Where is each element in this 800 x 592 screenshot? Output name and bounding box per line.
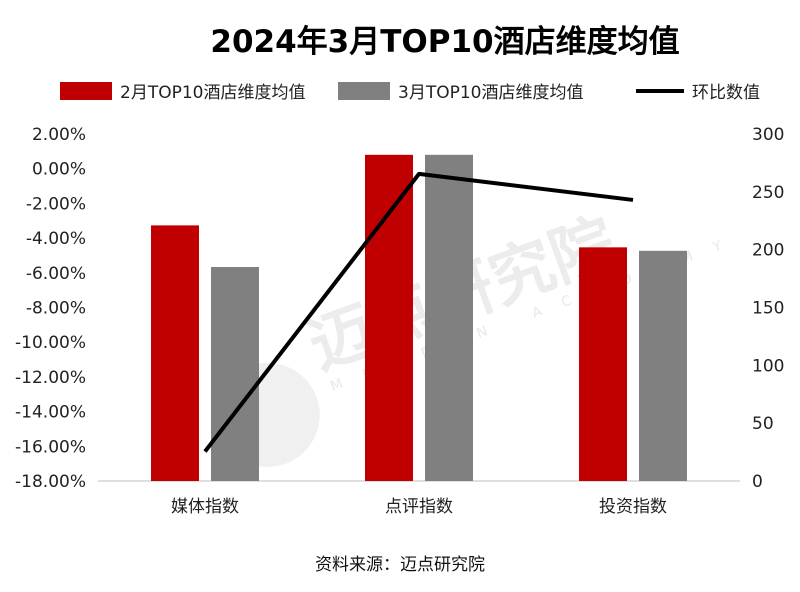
bar-mar: [639, 250, 687, 481]
y-left-tick-label: -10.00%: [15, 333, 86, 353]
chart-title: 2024年3月TOP10酒店维度均值: [210, 24, 679, 60]
y-left-tick-label: -8.00%: [26, 299, 86, 319]
legend: 2月TOP10酒店维度均值 3月TOP10酒店维度均值 环比数值: [60, 82, 760, 103]
y-left-tick-label: -12.00%: [15, 368, 86, 388]
y-right-tick-label: 200: [752, 241, 784, 261]
source-note: 资料来源：迈点研究院: [315, 555, 485, 575]
y-axis-right: 300 250 200 150 100 50 0: [752, 125, 784, 492]
y-right-tick-label: 300: [752, 125, 784, 145]
legend-label-feb: 2月TOP10酒店维度均值: [120, 83, 305, 103]
bar-feb: [151, 225, 199, 481]
y-axis-left: 2.00% 0.00% -2.00% -4.00% -6.00% -8.00% -10.00…: [15, 125, 86, 492]
x-axis: 媒体指数 点评指数 投资指数: [171, 497, 667, 517]
line-layer: [203, 171, 634, 453]
x-category-label: 投资指数: [599, 497, 667, 517]
y-right-tick-label: 50: [752, 414, 774, 434]
x-category-label: 点评指数: [385, 497, 453, 517]
legend-swatch-feb: [60, 82, 112, 100]
y-right-tick-label: 250: [752, 183, 784, 203]
line-mom: [203, 171, 634, 453]
y-left-tick-label: -2.00%: [26, 194, 86, 214]
y-right-tick-label: 150: [752, 299, 784, 319]
bar-feb: [365, 154, 413, 481]
y-right-tick-label: 100: [752, 356, 784, 376]
bar-mar: [425, 154, 473, 481]
y-left-tick-label: 2.00%: [32, 125, 86, 145]
y-left-tick-label: -6.00%: [26, 264, 86, 284]
legend-label-mar: 3月TOP10酒店维度均值: [398, 83, 583, 103]
y-left-tick-label: -4.00%: [26, 229, 86, 249]
x-category-label: 媒体指数: [171, 497, 239, 517]
y-left-tick-label: 0.00%: [32, 160, 86, 180]
y-right-tick-label: 0: [752, 472, 763, 492]
y-left-tick-label: -14.00%: [15, 403, 86, 423]
bars: [151, 154, 687, 481]
bar-feb: [579, 247, 627, 481]
y-left-tick-label: -16.00%: [15, 437, 86, 457]
y-left-tick-label: -18.00%: [15, 472, 86, 492]
legend-label-mom: 环比数值: [692, 83, 760, 103]
legend-swatch-mar: [338, 82, 390, 100]
bar-mar: [211, 267, 259, 481]
